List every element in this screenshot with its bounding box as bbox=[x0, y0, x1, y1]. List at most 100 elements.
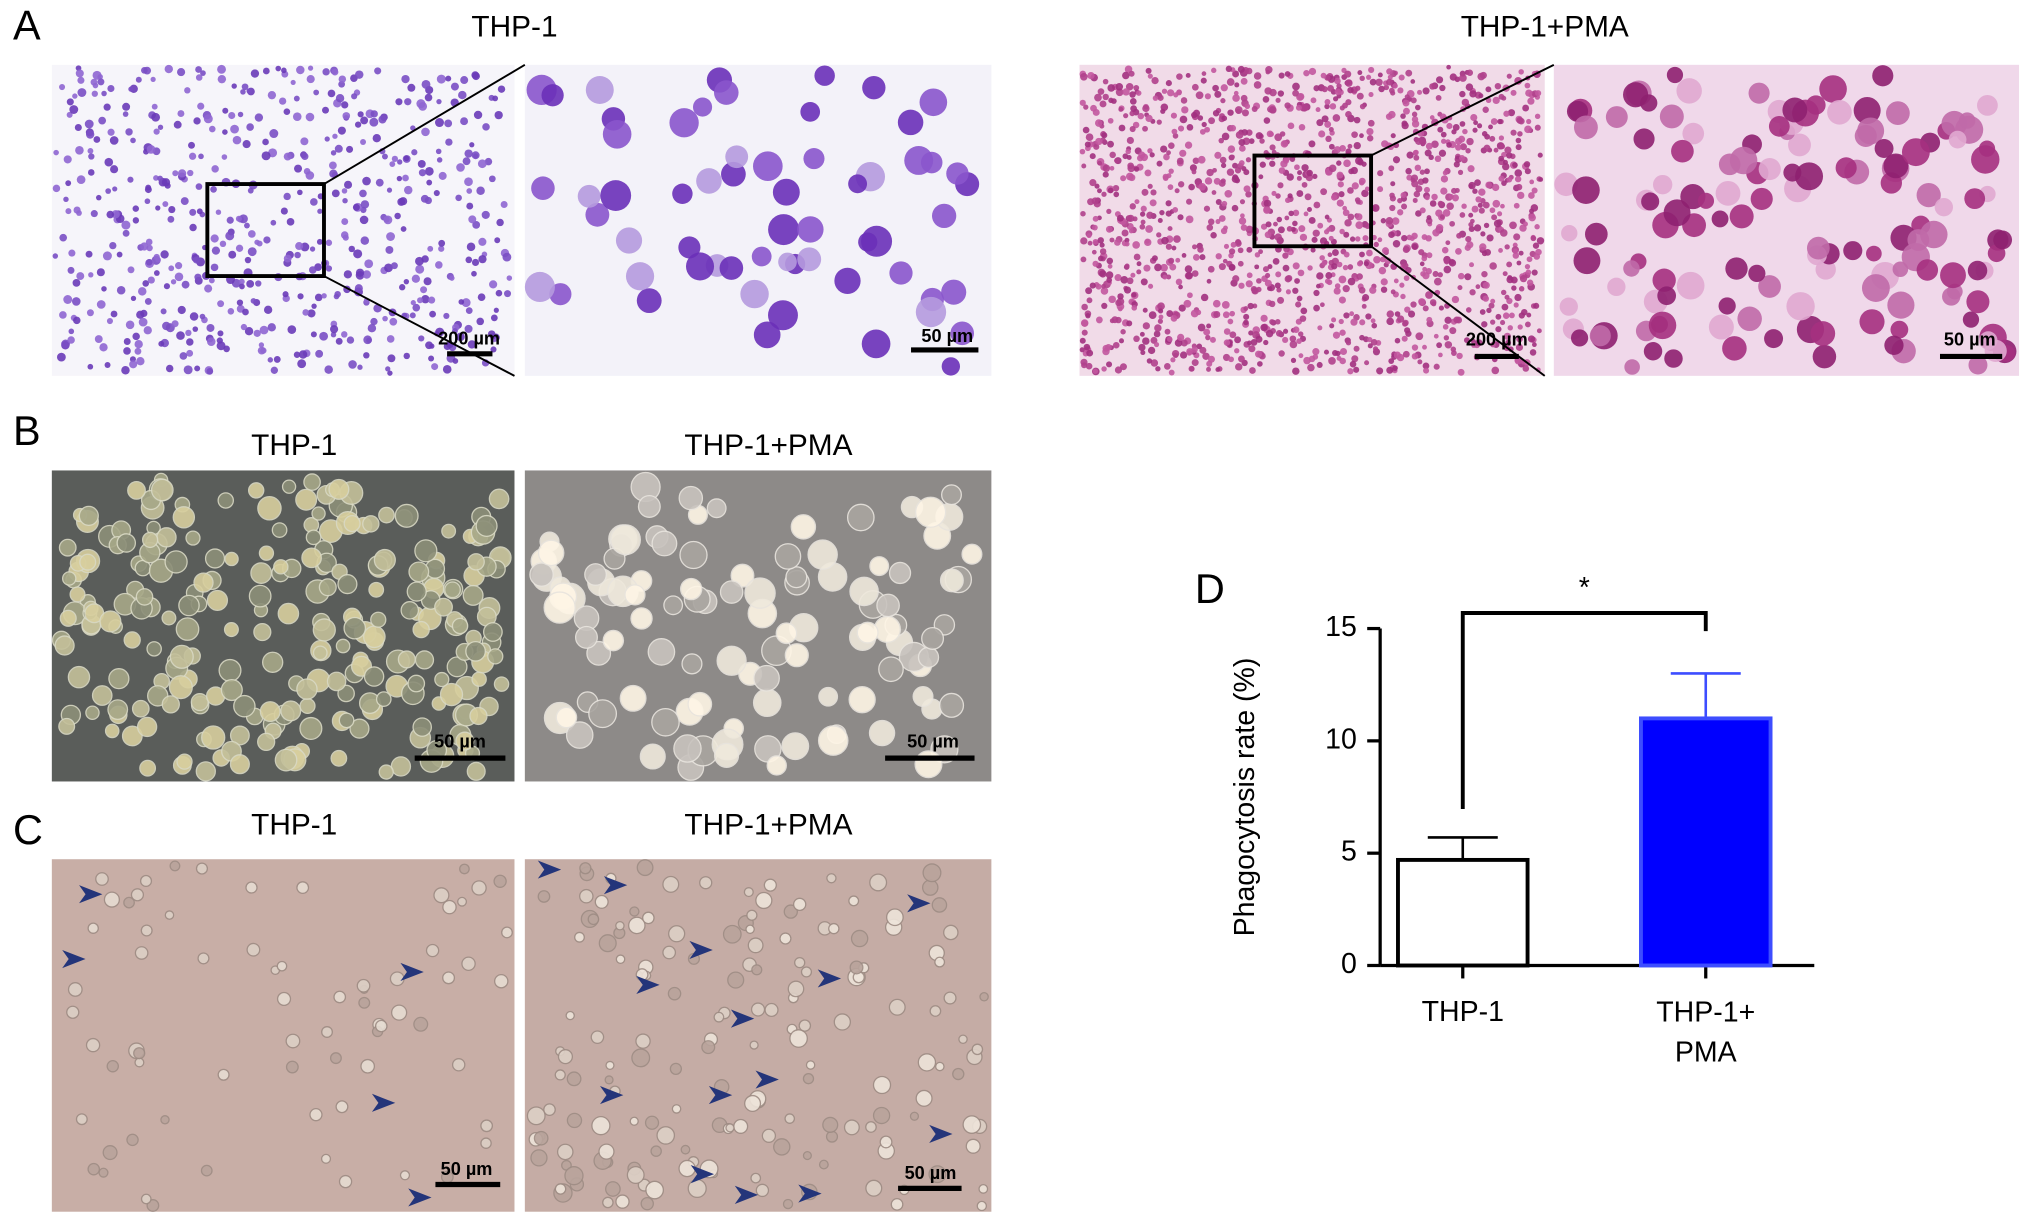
cell bbox=[1518, 117, 1525, 125]
cell bbox=[1203, 205, 1211, 212]
cell bbox=[574, 931, 585, 943]
cell bbox=[494, 110, 503, 120]
cell bbox=[63, 196, 69, 203]
cell bbox=[1269, 88, 1277, 97]
cell bbox=[1502, 312, 1510, 319]
cell bbox=[1589, 325, 1611, 347]
cell bbox=[1228, 248, 1236, 255]
cell bbox=[1198, 183, 1206, 191]
cell bbox=[386, 232, 395, 241]
cell bbox=[1094, 93, 1102, 102]
cell bbox=[321, 293, 327, 299]
arrowhead bbox=[79, 885, 103, 904]
cell bbox=[287, 325, 297, 334]
cell bbox=[1243, 319, 1249, 326]
cell bbox=[1260, 323, 1268, 332]
cell bbox=[506, 275, 513, 281]
cell bbox=[850, 929, 869, 948]
cell bbox=[1288, 210, 1294, 217]
cell bbox=[1120, 275, 1129, 284]
cell bbox=[1469, 262, 1475, 268]
cell bbox=[1313, 304, 1320, 312]
cell bbox=[270, 219, 277, 226]
cell bbox=[1116, 214, 1124, 222]
cell bbox=[1359, 133, 1364, 139]
cell bbox=[1429, 200, 1437, 207]
cell bbox=[303, 168, 311, 175]
cell bbox=[1170, 357, 1176, 363]
cell bbox=[424, 93, 433, 102]
cell bbox=[136, 716, 158, 738]
cell bbox=[1485, 181, 1493, 189]
cell bbox=[1298, 225, 1306, 233]
cell bbox=[343, 616, 367, 640]
cell bbox=[1503, 110, 1510, 117]
cell bbox=[1507, 109, 1516, 117]
cell bbox=[1191, 359, 1199, 367]
cell bbox=[1192, 157, 1200, 165]
cell bbox=[372, 134, 381, 143]
cell bbox=[1107, 140, 1114, 148]
cell bbox=[1092, 260, 1099, 267]
cell bbox=[1147, 148, 1153, 154]
cell bbox=[98, 1167, 109, 1178]
cell bbox=[1197, 246, 1204, 253]
cell bbox=[1843, 241, 1863, 261]
cell bbox=[1415, 210, 1422, 217]
cell bbox=[1465, 236, 1472, 243]
cell bbox=[74, 123, 82, 132]
cell bbox=[335, 337, 343, 345]
cell bbox=[1468, 221, 1474, 228]
cell bbox=[248, 584, 272, 608]
cell bbox=[1643, 342, 1663, 361]
cell bbox=[979, 992, 989, 1002]
cell bbox=[433, 189, 440, 197]
cell bbox=[1195, 91, 1204, 100]
cell bbox=[257, 732, 276, 752]
cell bbox=[1334, 77, 1341, 85]
cell bbox=[1351, 182, 1359, 190]
cell bbox=[1178, 284, 1183, 290]
cell bbox=[1819, 75, 1847, 103]
cell bbox=[1080, 256, 1087, 263]
cell bbox=[1387, 74, 1393, 80]
cell bbox=[435, 261, 443, 269]
cell bbox=[1202, 352, 1210, 360]
cell bbox=[293, 351, 301, 358]
cell bbox=[1303, 356, 1311, 365]
cell bbox=[1105, 344, 1112, 351]
cell bbox=[394, 212, 401, 220]
cell bbox=[1095, 316, 1103, 324]
cell bbox=[834, 267, 861, 294]
cell bbox=[134, 340, 143, 349]
cell bbox=[144, 186, 152, 194]
cell bbox=[331, 189, 340, 198]
cell bbox=[240, 323, 248, 331]
cell bbox=[768, 300, 798, 331]
cell bbox=[1559, 297, 1578, 316]
cell bbox=[631, 1048, 651, 1068]
cell bbox=[162, 201, 169, 208]
cell bbox=[1347, 368, 1354, 375]
cell bbox=[472, 220, 481, 229]
cell bbox=[309, 266, 317, 274]
cell bbox=[1215, 198, 1222, 205]
cell bbox=[1251, 105, 1258, 112]
cell bbox=[1359, 334, 1365, 341]
cell bbox=[1141, 188, 1149, 196]
cell bbox=[1465, 148, 1471, 154]
cell bbox=[1259, 138, 1265, 144]
cell bbox=[1412, 197, 1418, 203]
cell bbox=[1993, 230, 2013, 250]
cell bbox=[451, 617, 469, 635]
cell bbox=[107, 128, 115, 136]
cell bbox=[1355, 85, 1361, 91]
cell bbox=[362, 515, 380, 533]
cell bbox=[679, 540, 708, 570]
cell bbox=[1175, 278, 1183, 286]
cell bbox=[1452, 123, 1460, 131]
cell bbox=[1333, 287, 1341, 295]
cell bbox=[189, 312, 199, 321]
cell bbox=[262, 138, 269, 146]
cell bbox=[662, 945, 677, 960]
